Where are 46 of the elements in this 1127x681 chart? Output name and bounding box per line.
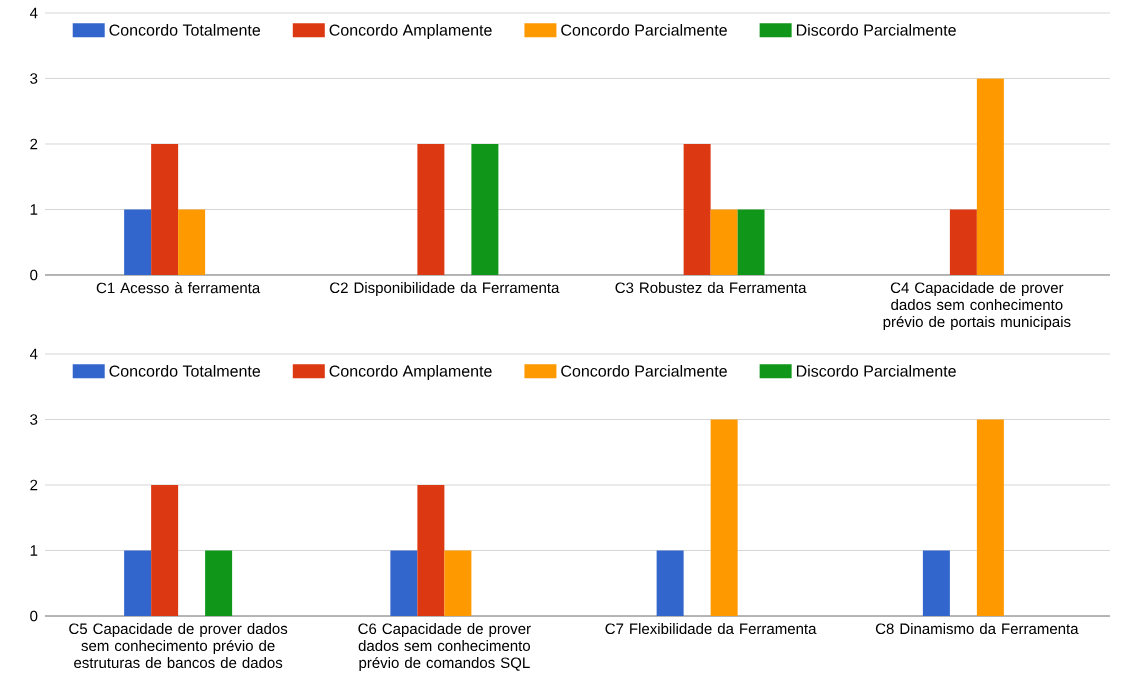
y-tick-label: 1 xyxy=(30,204,38,215)
bar xyxy=(710,419,738,616)
y-tick-label: 3 xyxy=(30,414,38,425)
bar xyxy=(710,209,738,275)
bar xyxy=(737,209,765,275)
bar xyxy=(922,550,950,616)
x-tick-label: C6 Capacidade de prover dados sem conhecimento prévio de comandos SQL xyxy=(358,623,531,672)
legend-label: Discordo Parcialmente xyxy=(796,365,956,377)
bar xyxy=(390,550,418,616)
x-tick-label: C4 Capacidade de prover dados sem conhecimento prévio de portais municipais xyxy=(883,282,1071,331)
legend-label: Concordo Amplamente xyxy=(329,24,492,39)
bar xyxy=(124,209,152,275)
bar xyxy=(151,144,179,275)
legend-label: Concordo Parcialmente xyxy=(561,24,727,36)
bar xyxy=(417,144,445,275)
bar xyxy=(656,550,684,616)
legend-label: Concordo Totalmente xyxy=(109,365,261,377)
legend-label: Discordo Parcialmente xyxy=(796,24,956,36)
x-tick-label: C5 Capacidade de prover dados sem conhecimento prévio de estruturas de bancos de dados xyxy=(69,623,288,669)
x-tick-label: C7 Flexibilidade da Ferramenta xyxy=(605,623,817,635)
bar xyxy=(151,485,179,616)
x-tick-label: C8 Dinamismo da Ferramenta xyxy=(875,623,1079,635)
y-tick-label: 4 xyxy=(29,7,38,19)
y-tick-label: 2 xyxy=(30,138,38,150)
legend-label: Concordo Totalmente xyxy=(109,24,261,36)
bar xyxy=(444,550,472,616)
bar xyxy=(976,419,1004,616)
bar xyxy=(178,209,206,275)
y-tick-label: 3 xyxy=(30,73,38,84)
y-tick-label: 1 xyxy=(30,545,38,556)
bar xyxy=(417,485,445,616)
bar xyxy=(124,550,152,616)
y-tick-label: 4 xyxy=(29,348,38,360)
y-tick-label: 0 xyxy=(30,269,38,281)
x-tick-label: C2 Disponibilidade da Ferramenta xyxy=(330,282,560,297)
bar xyxy=(683,144,711,275)
legend-label: Concordo Parcialmente xyxy=(561,365,727,377)
bar xyxy=(949,209,977,275)
x-tick-label: C3 Robustez da Ferramenta xyxy=(615,282,807,294)
y-tick-label: 0 xyxy=(30,610,38,622)
x-tick-label: C1 Acesso à ferramenta xyxy=(96,282,261,294)
legend-label: Concordo Amplamente xyxy=(329,365,492,380)
bar xyxy=(471,144,499,275)
bar xyxy=(976,78,1004,275)
y-tick-label: 2 xyxy=(30,479,38,491)
bar xyxy=(205,550,233,616)
